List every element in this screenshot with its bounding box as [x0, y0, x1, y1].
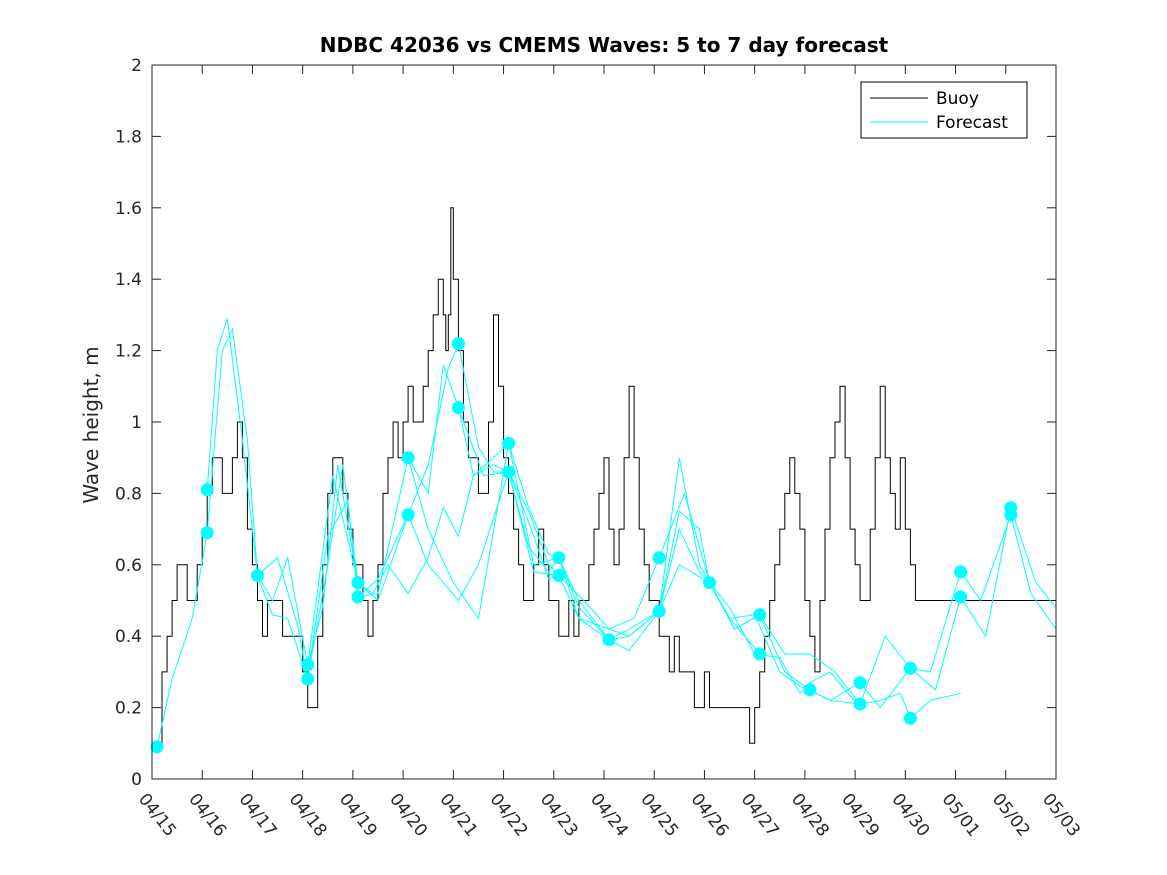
- forecast-marker: [351, 576, 365, 590]
- forecast-marker: [703, 576, 716, 590]
- forecast-marker: [401, 508, 415, 522]
- forecast-marker: [351, 590, 365, 604]
- y-tick-label: 0.2: [115, 699, 142, 719]
- y-tick-label: 1: [131, 413, 142, 433]
- forecast-marker: [853, 676, 867, 690]
- y-tick-label: 0.4: [115, 627, 142, 647]
- forecast-marker: [451, 337, 465, 350]
- forecast-marker: [602, 633, 616, 647]
- forecast-series-line-1: [156, 327, 359, 748]
- forecast-marker: [753, 647, 767, 661]
- legend: Buoy Forecast: [860, 81, 1028, 139]
- chart-title: NDBC 42036 vs CMEMS Waves: 5 to 7 day fo…: [320, 33, 889, 57]
- forecast-marker: [150, 740, 164, 754]
- forecast-marker: [853, 697, 867, 711]
- y-tick-label: 1.4: [115, 270, 142, 290]
- forecast-marker: [301, 672, 315, 686]
- legend-buoy-label: Buoy: [936, 89, 979, 109]
- y-tick-label: 1.8: [115, 127, 142, 147]
- y-axis-label: Wave height, m: [79, 346, 103, 503]
- forecast-marker: [251, 569, 264, 582]
- forecast-marker: [753, 608, 767, 622]
- forecast-marker: [1004, 508, 1018, 522]
- forecast-marker: [552, 551, 566, 565]
- legend-forecast-label: Forecast: [936, 113, 1008, 133]
- forecast-marker: [652, 604, 666, 618]
- forecast-series-line-3: [257, 364, 761, 680]
- forecast-marker: [903, 661, 917, 675]
- forecast-marker: [954, 565, 968, 579]
- forecast-marker: [502, 436, 516, 450]
- forecast-marker: [401, 451, 415, 465]
- forecast-marker: [200, 483, 214, 497]
- forecast-marker: [903, 711, 917, 725]
- y-tick-label: 1.2: [115, 342, 142, 362]
- forecast-marker: [451, 401, 465, 415]
- forecast-marker: [502, 465, 516, 479]
- forecast-marker: [954, 590, 968, 604]
- y-tick-label: 2: [131, 56, 142, 76]
- forecast-marker: [552, 569, 566, 582]
- forecast-series-line-2: [206, 318, 560, 680]
- legend-box: [860, 81, 1028, 139]
- y-tick-label: 0: [131, 770, 142, 790]
- y-tick-label: 0.8: [115, 484, 142, 504]
- forecast-marker: [803, 683, 817, 697]
- forecast-marker: [301, 658, 315, 672]
- forecast-marker: [200, 526, 214, 540]
- y-tick-label: 1.6: [115, 199, 142, 219]
- forecast-marker: [652, 551, 666, 565]
- y-tick-label: 0.6: [115, 556, 142, 576]
